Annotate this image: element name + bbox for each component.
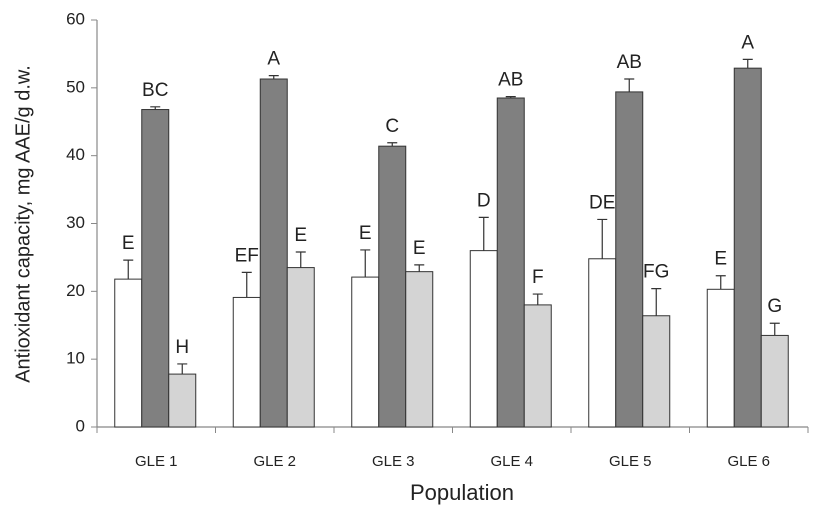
- significance-label: F: [532, 267, 544, 288]
- error-bar: [742, 58, 753, 69]
- y-axis-title: Antioxidant capacity, mg AAE/g d.w.: [12, 65, 34, 383]
- bar: [232, 296, 261, 428]
- significance-label: E: [359, 223, 372, 244]
- error-bar: [150, 106, 161, 110]
- bar: [760, 334, 789, 428]
- y-tick-label: 40: [66, 145, 85, 164]
- bar: [378, 145, 407, 428]
- error-bar: [360, 249, 371, 278]
- error-bar: [651, 288, 662, 316]
- error-bar: [387, 142, 398, 147]
- x-tick-label: GLE 4: [490, 453, 533, 470]
- significance-label: EF: [235, 245, 259, 266]
- bar: [588, 258, 617, 428]
- bar: [405, 271, 434, 428]
- y-tick-label: 20: [66, 281, 85, 300]
- bar: [523, 304, 552, 428]
- error-bar: [268, 75, 279, 80]
- x-axis-title: Population: [410, 480, 514, 505]
- x-tick-label: GLE 5: [609, 453, 652, 470]
- significance-label: BC: [142, 80, 168, 101]
- bar: [114, 278, 143, 428]
- error-bar: [597, 218, 608, 259]
- bar: [706, 288, 735, 428]
- x-tick-label: GLE 3: [372, 453, 415, 470]
- significance-label: AB: [617, 52, 642, 73]
- error-bar: [478, 216, 489, 251]
- error-bar: [241, 271, 252, 298]
- error-bar: [505, 96, 516, 99]
- error-bar: [715, 275, 726, 290]
- error-bar: [624, 78, 635, 92]
- error-bar: [532, 293, 543, 305]
- bar: [469, 250, 498, 428]
- bar: [642, 315, 671, 428]
- bar: [286, 267, 315, 428]
- significance-label: FG: [643, 262, 669, 283]
- significance-label: G: [767, 296, 782, 317]
- bar: [733, 67, 762, 428]
- significance-label: E: [294, 225, 307, 246]
- y-tick-label: 50: [66, 77, 85, 96]
- significance-label: DE: [589, 192, 615, 213]
- bar: [351, 276, 380, 428]
- significance-label: A: [267, 49, 280, 70]
- bar: [168, 373, 197, 428]
- error-bar: [177, 363, 188, 375]
- error-bar: [414, 264, 425, 272]
- error-bar: [769, 322, 780, 336]
- significance-label: D: [477, 190, 491, 211]
- x-tick-label: GLE 1: [135, 453, 178, 470]
- x-tick-label: GLE 2: [253, 453, 296, 470]
- error-bar: [295, 251, 306, 268]
- y-tick-label: 10: [66, 349, 85, 368]
- significance-label: E: [714, 249, 727, 270]
- significance-label: H: [175, 337, 189, 358]
- bar: [141, 109, 170, 428]
- y-tick-label: 60: [66, 9, 85, 28]
- significance-label: E: [413, 238, 426, 259]
- error-bar: [123, 259, 134, 280]
- x-tick-label: GLE 6: [727, 453, 770, 470]
- y-tick-label: 0: [76, 416, 85, 435]
- bar: [259, 78, 288, 428]
- significance-label: E: [122, 233, 135, 254]
- significance-label: A: [741, 32, 754, 53]
- significance-label: C: [385, 116, 399, 137]
- significance-label: AB: [498, 70, 523, 91]
- bar: [615, 91, 644, 428]
- y-tick-label: 30: [66, 213, 85, 232]
- bar: [496, 97, 525, 428]
